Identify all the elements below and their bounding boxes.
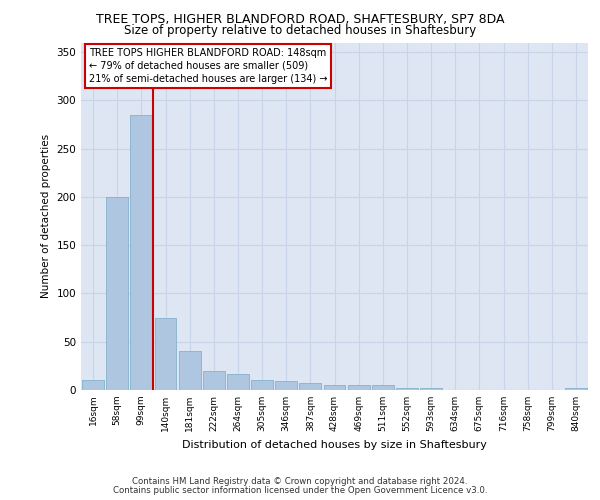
Bar xyxy=(106,197,128,390)
Bar xyxy=(372,385,394,390)
Y-axis label: Number of detached properties: Number of detached properties xyxy=(41,134,51,298)
Bar xyxy=(203,370,224,390)
Bar xyxy=(275,382,297,390)
Text: Contains public sector information licensed under the Open Government Licence v3: Contains public sector information licen… xyxy=(113,486,487,495)
Text: Size of property relative to detached houses in Shaftesbury: Size of property relative to detached ho… xyxy=(124,24,476,37)
Bar xyxy=(396,388,418,390)
Bar xyxy=(227,374,249,390)
Bar xyxy=(420,388,442,390)
Bar xyxy=(565,388,587,390)
Bar xyxy=(251,380,273,390)
X-axis label: Distribution of detached houses by size in Shaftesbury: Distribution of detached houses by size … xyxy=(182,440,487,450)
Bar xyxy=(179,352,200,390)
Bar xyxy=(130,115,152,390)
Bar xyxy=(348,385,370,390)
Bar xyxy=(323,385,346,390)
Text: TREE TOPS HIGHER BLANDFORD ROAD: 148sqm
← 79% of detached houses are smaller (50: TREE TOPS HIGHER BLANDFORD ROAD: 148sqm … xyxy=(89,48,327,84)
Bar xyxy=(82,380,104,390)
Bar xyxy=(299,383,321,390)
Text: Contains HM Land Registry data © Crown copyright and database right 2024.: Contains HM Land Registry data © Crown c… xyxy=(132,477,468,486)
Text: TREE TOPS, HIGHER BLANDFORD ROAD, SHAFTESBURY, SP7 8DA: TREE TOPS, HIGHER BLANDFORD ROAD, SHAFTE… xyxy=(96,12,504,26)
Bar xyxy=(155,318,176,390)
